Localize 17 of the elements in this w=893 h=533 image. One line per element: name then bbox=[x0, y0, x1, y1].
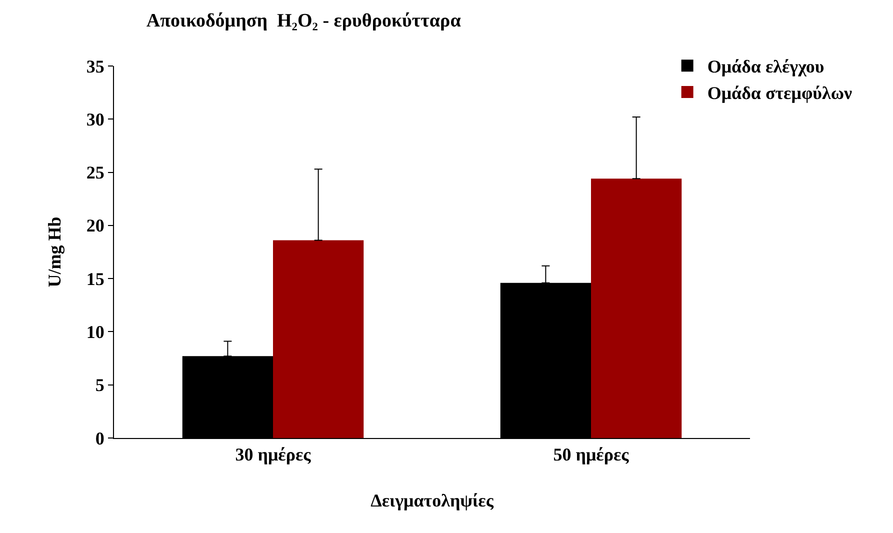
x-axis-title: Δειγματοληψίες bbox=[370, 490, 494, 511]
bar bbox=[591, 178, 682, 438]
x-tick-label: 50 ημέρες bbox=[553, 444, 630, 465]
y-tick-label: 20 bbox=[86, 216, 104, 236]
y-tick-label: 10 bbox=[86, 322, 104, 342]
y-tick-label: 35 bbox=[86, 56, 104, 76]
chart-title: Αποικοδόμηση H₂O₂ - ερυθροκύτταρα bbox=[146, 10, 462, 32]
y-tick-label: 0 bbox=[95, 428, 104, 448]
bar bbox=[273, 240, 364, 438]
y-axis-title: U/mg Hb bbox=[44, 216, 65, 288]
y-tick-label: 5 bbox=[95, 375, 104, 396]
y-tick-label: 25 bbox=[86, 162, 104, 183]
legend-label: Ομάδα στεμφύλων bbox=[707, 83, 852, 104]
legend-label: Ομάδα ελέγχου bbox=[707, 56, 824, 77]
y-tick-label: 15 bbox=[86, 268, 104, 289]
y-tick-label: 30 bbox=[86, 109, 104, 130]
x-tick-label: 30 ημέρες bbox=[235, 444, 312, 465]
